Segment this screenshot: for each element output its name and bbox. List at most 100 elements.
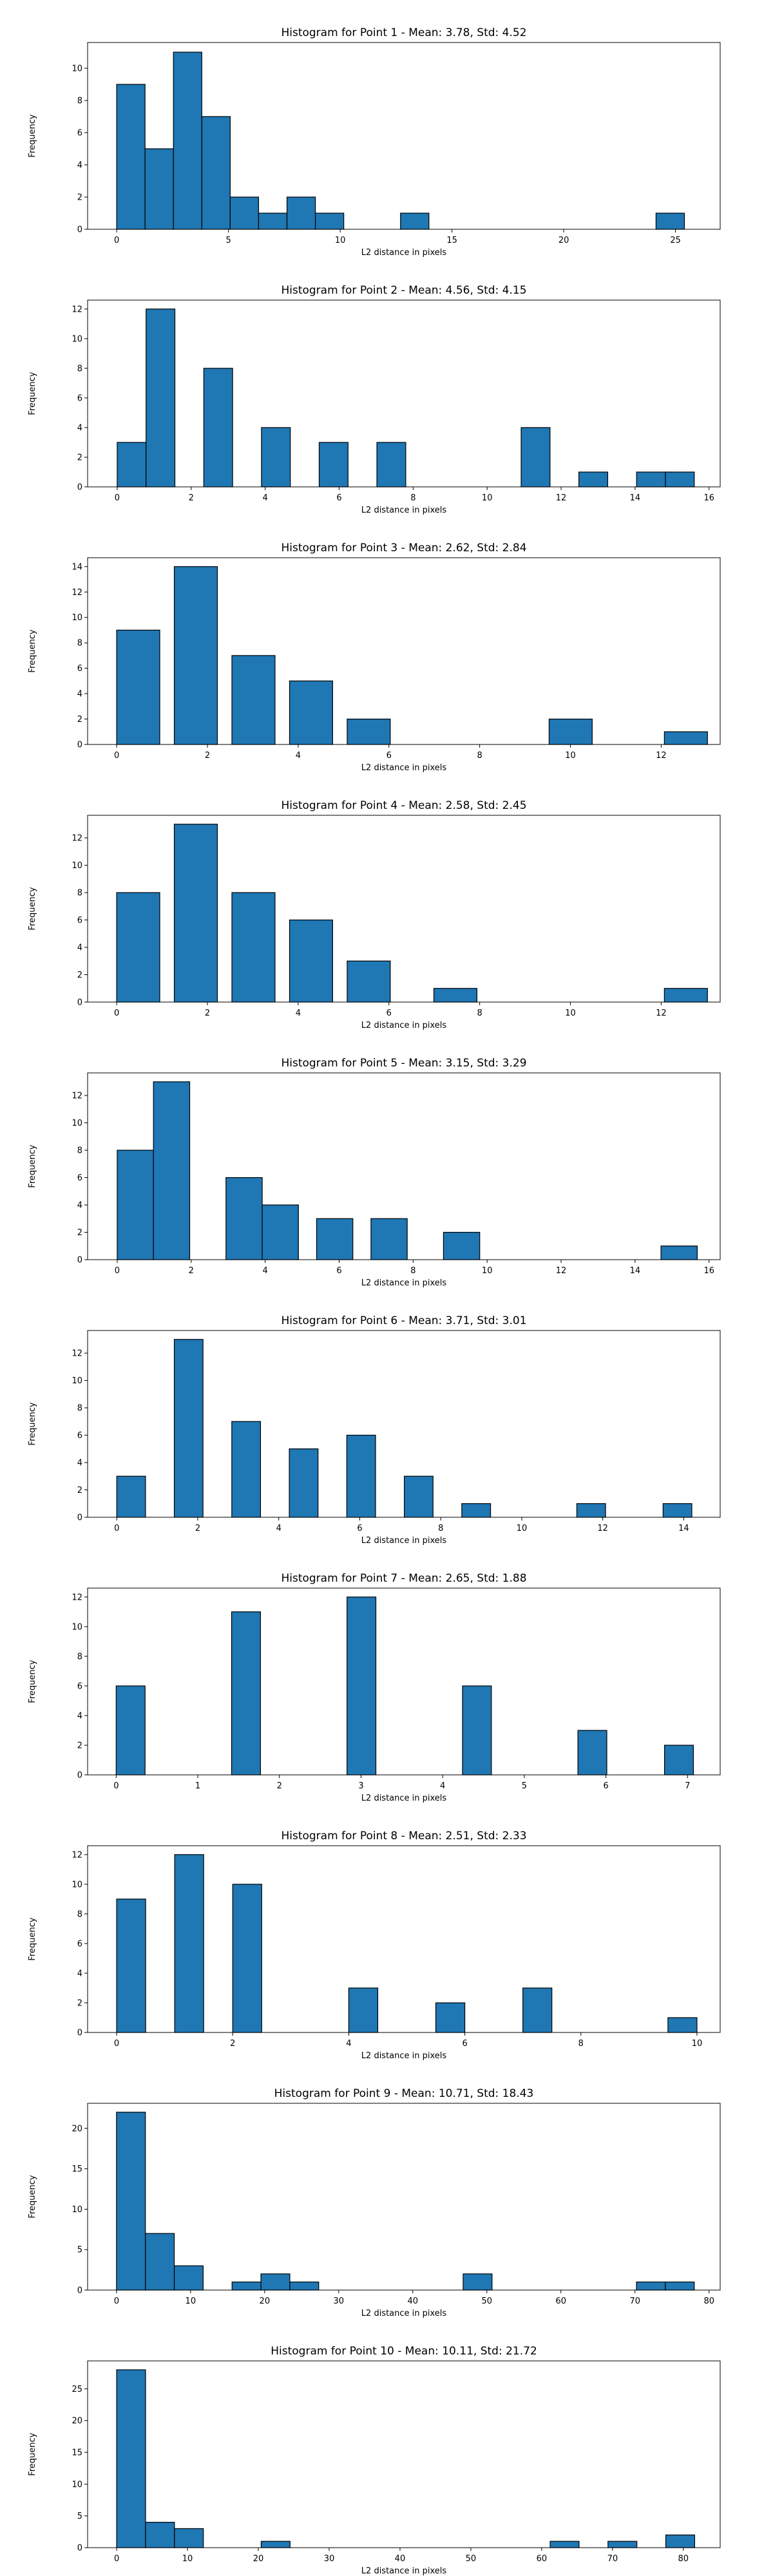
x-tick-label: 50 (466, 2554, 477, 2564)
x-tick-label: 6 (386, 1009, 392, 1018)
plot-frame (87, 42, 721, 230)
x-tick-label: 25 (670, 236, 681, 245)
x-tick-label: 8 (438, 1524, 443, 1533)
histogram-bar (347, 718, 391, 745)
histogram-bar (173, 566, 218, 745)
histogram-bar (433, 988, 478, 1003)
chart-panel-9: Histogram for Point 9 - Mean: 10.71, Std… (28, 2087, 721, 2318)
y-tick-label: 4 (77, 690, 82, 699)
chart-panel-8: Histogram for Point 8 - Mean: 2.51, Std:… (28, 1830, 721, 2061)
histogram-bar (370, 1218, 408, 1260)
x-axis-label: L2 distance in pixels (361, 1278, 447, 1288)
histogram-bar (667, 2017, 698, 2033)
histogram-bar (231, 2281, 262, 2291)
x-tick-label: 0 (114, 2554, 119, 2564)
x-tick-label: 30 (324, 2554, 335, 2564)
y-tick-label: 8 (77, 639, 82, 649)
histogram-bar (636, 2281, 666, 2291)
y-tick-label: 12 (72, 1593, 82, 1602)
histogram-bar (116, 629, 160, 745)
histogram-bar (347, 1596, 377, 1776)
x-tick-label: 6 (336, 1266, 341, 1276)
y-axis-label: Frequency (28, 1144, 37, 1188)
y-tick-label: 10 (72, 2205, 82, 2215)
x-tick-label: 10 (517, 1524, 528, 1533)
histogram-bar (117, 442, 147, 488)
plot-frame (87, 2103, 721, 2291)
histogram-bar (663, 1745, 694, 1776)
x-tick-label: 70 (607, 2554, 618, 2564)
x-tick-label: 12 (556, 493, 567, 503)
histogram-bar (262, 1204, 299, 1260)
x-tick-label: 6 (386, 751, 392, 761)
y-tick-label: 8 (77, 364, 82, 374)
x-tick-label: 0 (115, 1266, 120, 1276)
y-tick-label: 6 (77, 916, 82, 925)
y-tick-label: 10 (72, 613, 82, 623)
y-tick-label: 8 (77, 1404, 82, 1414)
histogram-bar (665, 2534, 696, 2548)
x-tick-label: 80 (703, 2297, 714, 2306)
y-tick-label: 6 (77, 1681, 82, 1691)
y-tick-label: 0 (77, 1256, 82, 1265)
histogram-bar (404, 1475, 434, 1518)
histogram-bar (576, 1503, 606, 1518)
y-tick-label: 6 (77, 664, 82, 674)
histogram-bar (400, 213, 430, 230)
y-tick-label: 15 (72, 2448, 82, 2458)
y-tick-label: 4 (77, 161, 82, 171)
x-tick-label: 12 (656, 1009, 667, 1018)
x-tick-label: 4 (263, 493, 268, 503)
x-tick-label: 16 (703, 1266, 714, 1276)
x-tick-label: 12 (556, 1266, 567, 1276)
x-tick-label: 2 (205, 1009, 210, 1018)
y-tick-label: 8 (77, 97, 82, 106)
histogram-bar (578, 471, 609, 488)
y-tick-label: 12 (72, 588, 82, 598)
y-axis-label: Frequency (28, 2175, 37, 2218)
x-tick-label: 6 (462, 2039, 467, 2049)
histogram-bar (289, 919, 334, 1003)
histogram-bar (461, 1503, 491, 1518)
x-tick-label: 4 (346, 2039, 351, 2049)
y-tick-label: 0 (77, 1513, 82, 1523)
x-tick-label: 0 (115, 493, 120, 503)
histogram-bar (286, 196, 316, 230)
y-tick-label: 6 (77, 129, 82, 138)
x-tick-label: 10 (482, 1266, 493, 1276)
chart-panel-1: Histogram for Point 1 - Mean: 3.78, Std:… (28, 26, 721, 258)
chart-title: Histogram for Point 4 - Mean: 2.58, Std:… (281, 799, 526, 812)
x-tick-label: 4 (296, 1009, 301, 1018)
y-tick-label: 2 (77, 971, 82, 980)
x-tick-label: 4 (296, 751, 301, 761)
histogram-bar (231, 1611, 261, 1776)
y-tick-label: 0 (77, 741, 82, 750)
x-tick-label: 0 (114, 751, 119, 761)
x-tick-label: 14 (630, 493, 641, 503)
x-tick-label: 20 (558, 236, 569, 245)
histogram-bar (520, 427, 551, 488)
plot-frame (87, 1072, 721, 1260)
y-axis-label: Frequency (28, 372, 37, 415)
x-tick-label: 1 (195, 1781, 200, 1791)
y-tick-label: 6 (77, 1173, 82, 1183)
y-tick-label: 0 (77, 2029, 82, 2038)
x-tick-label: 8 (578, 2039, 584, 2049)
histogram-bar (174, 1854, 204, 2033)
x-axis-label: L2 distance in pixels (361, 248, 447, 258)
histogram-bar (232, 1884, 262, 2033)
histogram-bar (116, 2112, 146, 2291)
y-tick-label: 10 (72, 861, 82, 871)
y-tick-label: 12 (72, 834, 82, 844)
chart-title: Histogram for Point 8 - Mean: 2.51, Std:… (281, 1830, 526, 1842)
x-tick-label: 0 (114, 1524, 119, 1533)
plot-frame (87, 2360, 721, 2548)
x-tick-label: 3 (358, 1781, 363, 1791)
histogram-bar (173, 2265, 204, 2291)
x-tick-label: 4 (276, 1524, 282, 1533)
x-tick-label: 5 (225, 236, 231, 245)
x-axis-label: L2 distance in pixels (361, 1794, 447, 1803)
histogram-bar (225, 1177, 263, 1260)
histogram-bar (174, 2528, 204, 2548)
